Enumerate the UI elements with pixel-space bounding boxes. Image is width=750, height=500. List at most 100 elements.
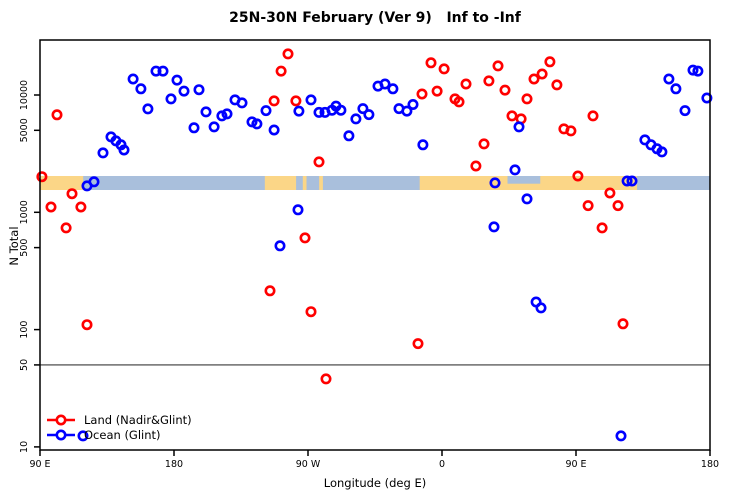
y-tick-label: 5000	[19, 118, 30, 142]
x-tick-label: 180	[165, 459, 183, 470]
x-axis-title: Longitude (deg E)	[323, 476, 427, 490]
data-point-land	[587, 110, 599, 122]
data-point-land	[313, 156, 325, 168]
data-point-land	[582, 200, 594, 212]
data-point-land	[320, 373, 332, 385]
data-point-land	[478, 138, 490, 150]
data-point-ocean	[193, 84, 205, 96]
data-point-ocean	[363, 109, 375, 121]
data-point-land	[275, 65, 287, 77]
data-point-land	[425, 57, 437, 69]
data-point-ocean	[150, 65, 162, 77]
data-point-ocean	[221, 108, 233, 120]
plot-box	[39, 39, 711, 451]
data-point-land	[431, 85, 443, 97]
data-point-land	[483, 75, 495, 87]
y-tick-label: 10	[19, 441, 30, 453]
data-point-ocean	[142, 103, 154, 115]
map-band-land-segment	[264, 176, 297, 190]
data-point-ocean	[165, 93, 177, 105]
data-point-ocean	[274, 240, 286, 252]
data-point-land	[81, 319, 93, 331]
data-point-ocean	[679, 105, 691, 117]
data-point-land	[305, 306, 317, 318]
data-point-ocean	[701, 92, 713, 104]
data-point-land	[412, 338, 424, 350]
data-point-ocean	[236, 97, 248, 109]
data-point-ocean	[407, 99, 419, 111]
data-point-land	[470, 160, 482, 172]
data-point-ocean	[260, 105, 272, 117]
data-point-land	[75, 201, 87, 213]
data-point-ocean	[97, 147, 109, 159]
y-tick-label: 10000	[19, 80, 30, 110]
data-point-ocean	[157, 65, 169, 77]
data-point-ocean	[216, 110, 228, 122]
data-point-ocean	[626, 175, 638, 187]
legend-item-land: Land (Nadir&Glint)	[46, 413, 192, 427]
data-point-land	[460, 78, 472, 90]
data-point-ocean	[357, 103, 369, 115]
map-band-ocean-inlet	[507, 176, 541, 184]
data-point-ocean	[127, 73, 139, 85]
y-tick-label: 1000	[19, 200, 30, 224]
data-point-ocean	[171, 74, 183, 86]
y-tick-label: 100	[19, 321, 30, 339]
data-point-ocean	[615, 430, 627, 442]
map-band-land-segment	[319, 176, 323, 190]
data-point-ocean	[521, 193, 533, 205]
data-point-ocean	[188, 122, 200, 134]
legend-label-land: Land (Nadir&Glint)	[84, 413, 192, 427]
y-axis-title: N Total	[7, 226, 21, 266]
data-point-land	[521, 93, 533, 105]
data-point-ocean	[379, 78, 391, 90]
data-point-land	[45, 201, 57, 213]
data-point-ocean	[621, 175, 633, 187]
data-point-land	[506, 110, 518, 122]
x-tick-label: 90 E	[565, 459, 586, 470]
data-point-land	[438, 63, 450, 75]
data-point-land	[492, 60, 504, 72]
data-point-land	[264, 285, 276, 297]
data-point-ocean	[350, 113, 362, 125]
data-point-land	[596, 222, 608, 234]
data-point-land	[612, 200, 624, 212]
data-point-land	[544, 56, 556, 68]
data-point-ocean	[488, 221, 500, 233]
data-point-land	[551, 79, 563, 91]
data-point-land	[66, 188, 78, 200]
data-point-ocean	[88, 176, 100, 188]
data-point-land	[60, 222, 72, 234]
data-point-ocean	[178, 85, 190, 97]
data-point-land	[565, 125, 577, 137]
data-point-ocean	[670, 83, 682, 95]
map-band-land-segment	[302, 176, 307, 190]
data-point-ocean	[208, 121, 220, 133]
y-tick-label: 500	[19, 239, 30, 257]
data-point-land	[51, 109, 63, 121]
data-point-land	[268, 95, 280, 107]
data-point-ocean	[335, 104, 347, 116]
data-point-ocean	[305, 94, 317, 106]
data-point-ocean	[513, 121, 525, 133]
data-point-land	[499, 84, 511, 96]
data-point-ocean	[692, 65, 704, 77]
x-tick-label: 180	[701, 459, 719, 470]
data-point-land	[299, 232, 311, 244]
data-point-ocean	[417, 139, 429, 151]
data-point-land	[604, 187, 616, 199]
data-point-ocean	[687, 64, 699, 76]
data-point-ocean	[118, 144, 130, 156]
legend-item-ocean: Ocean (Glint)	[46, 428, 192, 442]
data-point-ocean	[292, 204, 304, 216]
x-tick-label: 90 W	[296, 459, 321, 470]
data-point-ocean	[251, 118, 263, 130]
map-band-land-segment	[40, 176, 84, 190]
data-point-land	[453, 96, 465, 108]
x-tick-label: 90 E	[29, 459, 50, 470]
data-point-ocean	[401, 105, 413, 117]
ocean-series-marker-icon	[47, 429, 75, 441]
data-point-land	[572, 170, 584, 182]
data-point-land	[416, 88, 428, 100]
data-point-ocean	[489, 177, 501, 189]
